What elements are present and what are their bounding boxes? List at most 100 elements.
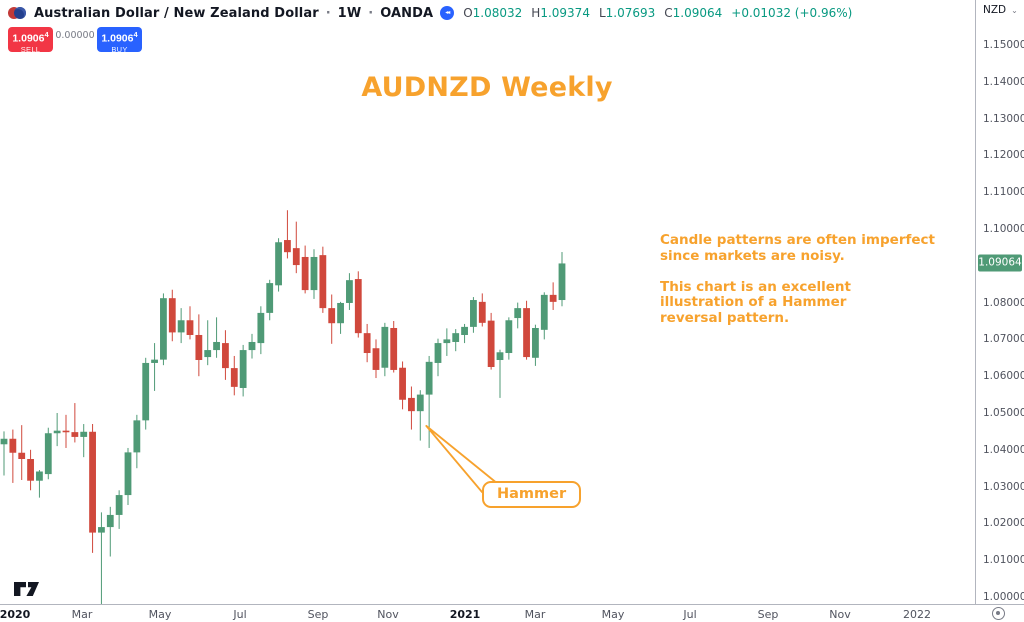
high-value: 1.09374 <box>540 6 590 20</box>
close-label: C <box>664 6 673 20</box>
candle-body <box>284 240 291 253</box>
high-label: H <box>531 6 541 20</box>
candle-body <box>443 339 451 344</box>
candle-body <box>53 430 61 434</box>
time-axis-label[interactable]: 2021 <box>449 608 481 621</box>
candle-body <box>540 294 548 330</box>
time-axis-label[interactable]: Sep <box>757 608 779 621</box>
ohlc-values: O1.08032 H1.09374 L1.07693 C1.09064 +0.0… <box>463 6 852 20</box>
candle-body <box>204 350 212 358</box>
buy-label: BUY <box>111 44 128 54</box>
time-axis-label[interactable]: Jul <box>683 608 697 621</box>
time-axis-label[interactable]: Mar <box>524 608 546 621</box>
symbol-title[interactable]: Australian Dollar / New Zealand Dollar <box>34 5 319 21</box>
time-axis-label[interactable]: Nov <box>377 608 399 621</box>
candle-body <box>133 420 141 453</box>
candle-body <box>337 302 344 324</box>
chevron-down-icon: ⌄ <box>1011 6 1018 15</box>
axis-settings-icon[interactable] <box>992 607 1005 620</box>
candle-body <box>452 333 460 342</box>
price-axis-label: 1.00000 <box>983 591 1024 603</box>
price-axis[interactable]: NZD ⌄ 1.15000 1.14000 1.13000 1.12000 1.11000… <box>975 0 1024 622</box>
exchange-label[interactable]: OANDA <box>380 5 434 21</box>
candle-body <box>18 452 26 459</box>
candle-body <box>275 242 282 286</box>
sell-button[interactable]: 1.09064 SELL <box>8 27 53 54</box>
candle-body <box>292 248 300 266</box>
last-price-badge: 1.09064 <box>978 254 1022 272</box>
candle-body <box>434 343 442 363</box>
symbol-header: Australian Dollar / New Zealand Dollar ·… <box>8 4 852 22</box>
price-axis-label: 1.07000 <box>983 333 1024 346</box>
low-value: 1.07693 <box>605 6 656 20</box>
candle-body <box>408 397 415 412</box>
note-line: illustration of a Hammer <box>660 294 847 310</box>
candle-body <box>399 367 406 400</box>
candle-body <box>89 431 96 533</box>
candle-body <box>346 280 353 303</box>
hammer-callout[interactable]: Hammer <box>482 481 582 508</box>
symbol-pair-logo-icon <box>8 6 27 20</box>
candle-body <box>230 368 238 387</box>
candle-body <box>239 350 247 388</box>
tradingview-logo-icon[interactable] <box>13 581 40 597</box>
time-axis-label[interactable]: 2022 <box>903 608 931 621</box>
time-axis[interactable]: 2020 Mar May Jul Sep Nov 2021 Mar May Jul Sep Nov 20… <box>0 604 1024 622</box>
trade-panel: 1.09064 SELL 0.00000 1.09064 BUY <box>8 27 142 54</box>
candle-body <box>257 312 265 344</box>
candle-body <box>487 320 495 367</box>
candle-body <box>62 430 70 433</box>
price-axis-label: 1.04000 <box>983 443 1024 456</box>
buy-button[interactable]: 1.09064 BUY <box>97 27 142 54</box>
candle-body <box>319 255 327 309</box>
change-value: +0.01032 (+0.96%) <box>731 6 853 20</box>
separator-dot: · <box>368 5 374 21</box>
time-axis-label[interactable]: Jul <box>233 608 247 621</box>
open-label: O <box>463 6 473 20</box>
candle-body <box>27 459 34 481</box>
note-line <box>660 264 935 280</box>
time-axis-label[interactable]: May <box>601 608 625 621</box>
time-axis-label[interactable]: Mar <box>71 608 93 621</box>
delayed-data-icon[interactable]: ◂◂ <box>440 6 455 20</box>
candle-body <box>310 256 318 291</box>
separator-dot: · <box>325 5 331 21</box>
candle-body <box>160 298 167 360</box>
chart-annotation-title: AUDNZD Weekly <box>361 72 613 103</box>
candle-body <box>213 341 220 351</box>
note-line: Candle patterns are often imperfect <box>660 232 935 248</box>
currency-dropdown[interactable]: NZD ⌄ <box>983 4 1018 16</box>
candle-body <box>195 334 203 361</box>
price-axis-label: 1.10000 <box>983 223 1024 235</box>
candle-body <box>9 438 17 453</box>
candle-body <box>106 514 114 528</box>
time-axis-label[interactable]: Sep <box>307 608 329 621</box>
candle-body <box>44 433 52 475</box>
low-label: L <box>598 6 606 20</box>
time-axis-label[interactable]: Nov <box>829 608 851 621</box>
candle-body <box>222 343 229 369</box>
price-axis-label: 1.03000 <box>983 480 1024 493</box>
candle-body <box>372 348 380 370</box>
candle-body <box>496 352 504 361</box>
candle-body <box>425 361 433 395</box>
candle-body <box>151 359 158 363</box>
spread-value: 0.00000 <box>55 30 95 41</box>
close-value: 1.09064 <box>672 6 723 20</box>
price-axis-label: 1.15000 <box>983 39 1024 51</box>
price-axis-label: 1.08000 <box>983 296 1024 309</box>
time-axis-label[interactable]: 2020 <box>0 608 31 621</box>
candle-body <box>186 320 194 335</box>
candle-body <box>0 438 8 445</box>
price-axis-label: 1.06000 <box>983 370 1024 383</box>
note-line: This chart is an excellent <box>660 278 851 295</box>
candle-body <box>363 333 371 354</box>
price-axis-label: 1.13000 <box>983 112 1024 125</box>
timeframe-label[interactable]: 1W <box>337 5 362 21</box>
candle-body <box>266 283 274 313</box>
candle-body <box>416 394 424 412</box>
time-axis-label[interactable]: May <box>148 608 172 621</box>
candle-body <box>80 431 88 437</box>
note-line: since markets are noisy. <box>660 247 845 264</box>
